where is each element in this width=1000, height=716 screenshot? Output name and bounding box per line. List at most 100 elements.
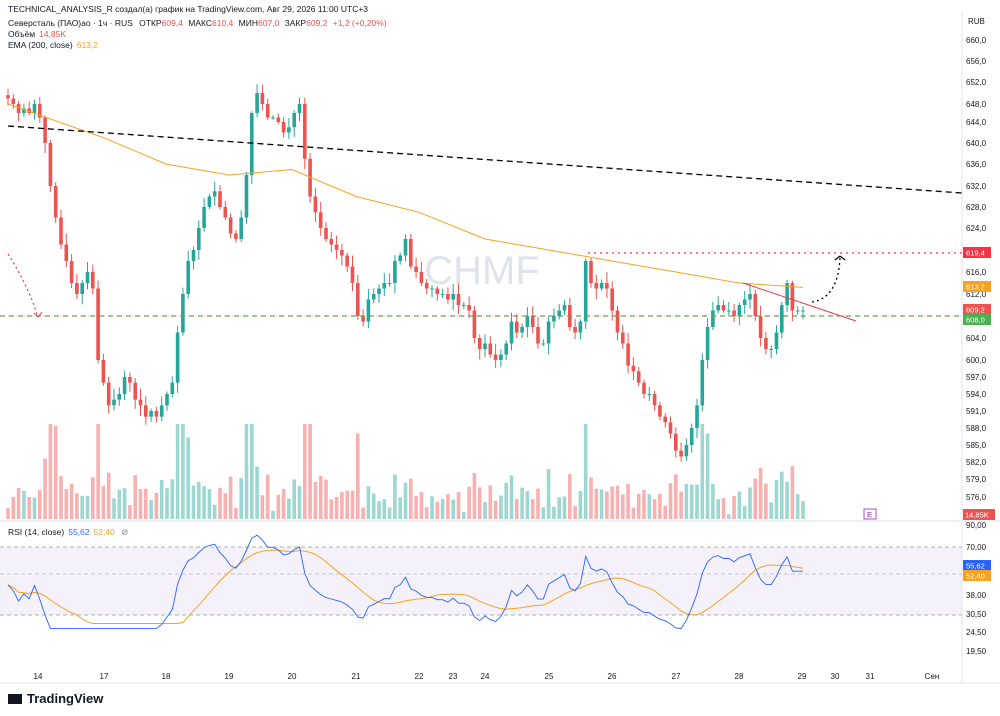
volume-bar [387,507,392,519]
ema-badge [963,281,991,292]
candle-body [223,207,228,218]
volume-bar [705,433,710,519]
candle-body [488,343,493,355]
resistance-trend-line[interactable] [742,282,857,322]
volume-bar [636,493,641,519]
ema-label: EMA (200, close) [8,40,73,50]
volume-bar [112,498,116,519]
volume-bar [170,479,175,519]
candle-body [250,113,254,175]
volume-bar [398,497,402,519]
symbol-name[interactable]: Северсталь (ПАО)ао · 1ч · RUS [8,18,133,28]
time-axis[interactable]: 14 17 18 19 20 21 22 23 24 25 26 27 28 29 30 31 Сен [34,672,940,681]
candle-body [128,377,132,383]
volume-bar [732,495,736,519]
volume-bar [626,483,630,519]
change-value: +1,2 (+0,20%) [332,18,387,28]
volume-bar [520,487,524,519]
candle-body [53,186,58,218]
rsi-axis[interactable]: 70,00 38,00 30,50 24,50 19,50 [966,543,987,656]
candle-body [6,95,10,99]
price-axis[interactable]: 660,0 656,0 652,0 648,0 644,0 640,0 636,0 632,0… [966,36,987,519]
price-tick-label: 585,0 [966,441,987,450]
projection-arrow-path[interactable] [811,257,841,303]
volume-bar [583,424,588,519]
candle-body [552,316,556,322]
volume-bar [780,471,784,519]
volume-bar [414,495,418,519]
event-marker-text: E [867,510,872,519]
volume-bar [361,507,365,519]
volume-bar [85,495,90,519]
candle-body [769,349,773,350]
candle-body [191,250,196,261]
rsi-legend[interactable]: RSI (14, close) 55,62 52,40 ⊘ [8,527,128,538]
currency-label[interactable]: RUB [968,17,985,26]
volume-bar [48,424,53,519]
volume-bar [91,477,95,519]
candle-body [472,310,477,338]
candle-body [477,338,482,349]
candle-body [334,244,339,250]
candle-body [80,283,84,294]
candle-body [85,272,90,283]
volume-bar [223,493,228,519]
date-tick-label: 23 [449,672,458,681]
volume-bar [276,494,281,519]
event-marker[interactable] [863,508,877,520]
volume-badge [963,509,995,520]
date-tick-label: 14 [34,672,43,681]
volume-bar [785,481,789,519]
volume-bar [753,478,758,519]
volume-bar [207,489,212,519]
date-tick-label: 24 [481,672,490,681]
candle-body [435,288,440,294]
candle-body [276,117,281,122]
candle-body [96,288,100,360]
tradingview-logo[interactable]: TradingView [8,691,103,706]
candle-body [377,288,381,294]
volume-bar [175,424,180,519]
ema-legend[interactable]: EMA (200, close) 613,2 [8,40,98,50]
descending-trend-line[interactable] [7,125,963,194]
volume-bar [499,495,503,519]
rsi-ma-line[interactable] [7,549,804,624]
candle-body [573,327,577,333]
date-tick-label: Сен [925,672,940,681]
volume-bar [239,478,243,519]
price-tick-label: 576,0 [966,493,987,502]
close-badge [963,304,991,315]
volume-bar [334,496,339,519]
volume-bar [191,485,196,519]
candle-body [409,239,413,267]
candle-body [234,233,238,239]
candle-body [695,405,699,428]
volume-bar [530,499,535,519]
volume-bar [59,476,63,519]
price-tick-label: 579,0 [966,475,987,484]
ema-200-line[interactable] [7,103,804,288]
decline-arrow-path[interactable] [7,253,39,318]
rsi-axis-top: 90,00 [966,521,987,530]
volume-legend[interactable]: Объём 14,85K [8,29,66,39]
close-value: 609,2 [306,18,328,28]
volume-bar [419,492,424,519]
candle-body [112,399,116,406]
candle-body [16,104,21,113]
candle-body [207,196,212,207]
visibility-icon[interactable]: ⊘ [121,527,129,537]
candle-body [64,244,69,261]
rsi-tick-label: 30,50 [966,610,987,619]
level-badge [963,247,991,258]
volume-bar [488,485,493,519]
volume-bar [340,492,344,519]
candle-body [281,122,286,133]
volume-bar [684,483,689,519]
rsi-line[interactable] [7,534,803,630]
candle-body [106,382,111,406]
volume-bar [795,494,800,519]
volume-bar [303,424,307,519]
volume-bar [679,491,683,519]
ohlc-legend: Северсталь (ПАО)ао · 1ч · RUS ОТКР609,4 … [8,18,387,28]
